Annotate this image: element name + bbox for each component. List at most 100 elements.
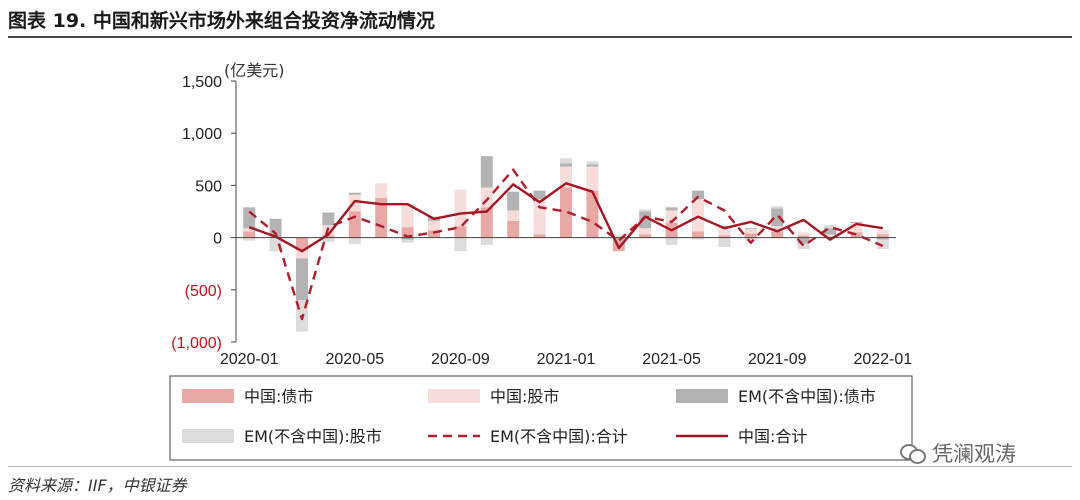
bar-2-2020-11 <box>507 210 520 221</box>
bar-2-2020-09 <box>454 189 467 227</box>
legend-swatch <box>676 389 728 403</box>
bar-3-2020-04 <box>322 212 335 226</box>
y-tick-label: 1,500 <box>182 74 222 91</box>
bar-3-2021-11 <box>824 228 836 235</box>
bar-3-2021-07 <box>718 226 731 228</box>
bar-3-2021-10 <box>797 237 810 244</box>
legend-label: 中国:债市 <box>244 387 313 406</box>
legend-label: 中国:股市 <box>490 387 559 406</box>
bar-2-2021-12 <box>850 222 863 233</box>
bar-3-2020-03 <box>296 258 308 301</box>
legend-box <box>169 375 913 461</box>
x-tick-label: 2020-05 <box>325 351 384 368</box>
bar-3-2020-10 <box>480 156 493 188</box>
plot-area <box>243 156 889 332</box>
em-total-dashed-line <box>248 168 884 321</box>
bar-2-2021-07 <box>718 227 731 236</box>
bar-2-2021-04 <box>639 228 652 235</box>
bar-4-2022-01 <box>876 239 889 250</box>
wechat-icon <box>900 442 926 464</box>
watermark: 凭澜观涛 <box>900 438 1016 468</box>
bar-4-2020-10 <box>480 237 493 245</box>
bar-3-2020-01 <box>243 207 256 229</box>
bar-3-2021-06 <box>692 190 704 199</box>
bar-1-2020-09 <box>454 226 467 238</box>
legend-swatch <box>182 429 234 443</box>
bar-1-2020-04 <box>322 235 335 238</box>
x-tick-label: 2020-01 <box>220 351 279 368</box>
y-tick-label: 500 <box>195 178 222 195</box>
title-rule <box>8 36 1072 38</box>
bar-2-2020-12 <box>533 198 546 235</box>
bar-2-2020-10 <box>480 187 493 208</box>
bar-1-2021-12 <box>850 232 863 238</box>
x-tick-label: 2020-09 <box>431 351 490 368</box>
bar-1-2021-06 <box>692 231 704 238</box>
bar-3-2020-11 <box>507 191 520 211</box>
bar-1-2020-03 <box>296 237 308 251</box>
bar-1-2020-08 <box>428 230 440 238</box>
bar-4-2021-02 <box>586 161 599 165</box>
bar-4-2021-01 <box>560 158 572 164</box>
bar-1-2021-08 <box>744 233 757 238</box>
bar-2-2020-08 <box>428 220 440 231</box>
bar-3-2021-04 <box>639 211 652 229</box>
bar-1-2022-01 <box>876 234 889 238</box>
bar-1-2020-11 <box>507 220 520 238</box>
bar-1-2021-01 <box>560 187 572 238</box>
legend-swatch <box>428 389 480 403</box>
y-tick-label: 1,000 <box>182 126 222 143</box>
bar-4-2021-07 <box>718 237 731 247</box>
bar-2-2020-01 <box>243 228 256 232</box>
bar-3-2021-09 <box>771 208 784 227</box>
y-tick-label: (1,000) <box>171 335 222 352</box>
bar-1-2021-09 <box>771 231 784 238</box>
bar-2-2020-02 <box>269 237 282 239</box>
bar-3-2020-12 <box>533 190 546 199</box>
bar-4-2021-10 <box>797 243 810 250</box>
bar-2-2020-03 <box>296 250 308 259</box>
bar-4-2020-05 <box>348 237 361 244</box>
legend-swatch <box>182 389 234 403</box>
bar-1-2021-02 <box>586 190 599 238</box>
bar-1-2020-10 <box>480 207 493 238</box>
legend-label: EM(不含中国):股市 <box>244 427 382 446</box>
source-note: 资料来源：IIF，中银证券 <box>8 476 187 495</box>
x-tick-label: 2022-01 <box>853 351 912 368</box>
y-unit-label: (亿美元) <box>224 61 285 80</box>
x-tick-label: 2021-09 <box>748 351 807 368</box>
bar-3-2022-01 <box>876 237 889 240</box>
bar-2-2020-07 <box>401 204 414 228</box>
bar-3-2020-07 <box>401 237 414 240</box>
legend-label: EM(不含中国):合计 <box>490 427 628 446</box>
bar-2-2021-06 <box>692 198 704 232</box>
axes: 1,500 1,000 500 0 (500) (1,000) (亿美元) 2020-01 20… <box>171 61 912 368</box>
bar-1-2021-07 <box>718 235 731 238</box>
bar-1-2020-06 <box>375 197 388 238</box>
bar-2-2020-06 <box>375 183 388 198</box>
bar-4-2020-02 <box>269 238 282 252</box>
bar-1-2021-04 <box>639 234 652 238</box>
bar-2-2020-05 <box>348 194 361 212</box>
legend-label: 中国:合计 <box>738 427 807 446</box>
x-tick-label: 2021-01 <box>537 351 596 368</box>
bar-4-2021-11 <box>824 225 836 229</box>
bar-2-2021-08 <box>744 229 757 234</box>
bar-1-2021-11 <box>824 236 836 238</box>
bar-1-2020-07 <box>401 227 414 238</box>
bar-2-2021-01 <box>560 166 572 188</box>
bar-3-2021-08 <box>744 228 757 230</box>
bar-3-2020-05 <box>348 192 361 195</box>
bar-3-2021-01 <box>560 163 572 167</box>
x-tick-label: 2021-05 <box>642 351 701 368</box>
bar-2-2022-01 <box>876 230 889 235</box>
china-total-line <box>248 182 883 253</box>
bar-4-2020-07 <box>401 239 414 243</box>
bar-2-2021-09 <box>771 226 784 232</box>
bar-4-2021-04 <box>639 209 652 212</box>
bar-4-2020-01 <box>243 237 256 241</box>
bar-4-2021-08 <box>744 237 757 241</box>
bar-4-2020-09 <box>454 237 467 252</box>
bar-1-2020-12 <box>533 234 546 238</box>
bar-4-2021-06 <box>692 237 704 240</box>
